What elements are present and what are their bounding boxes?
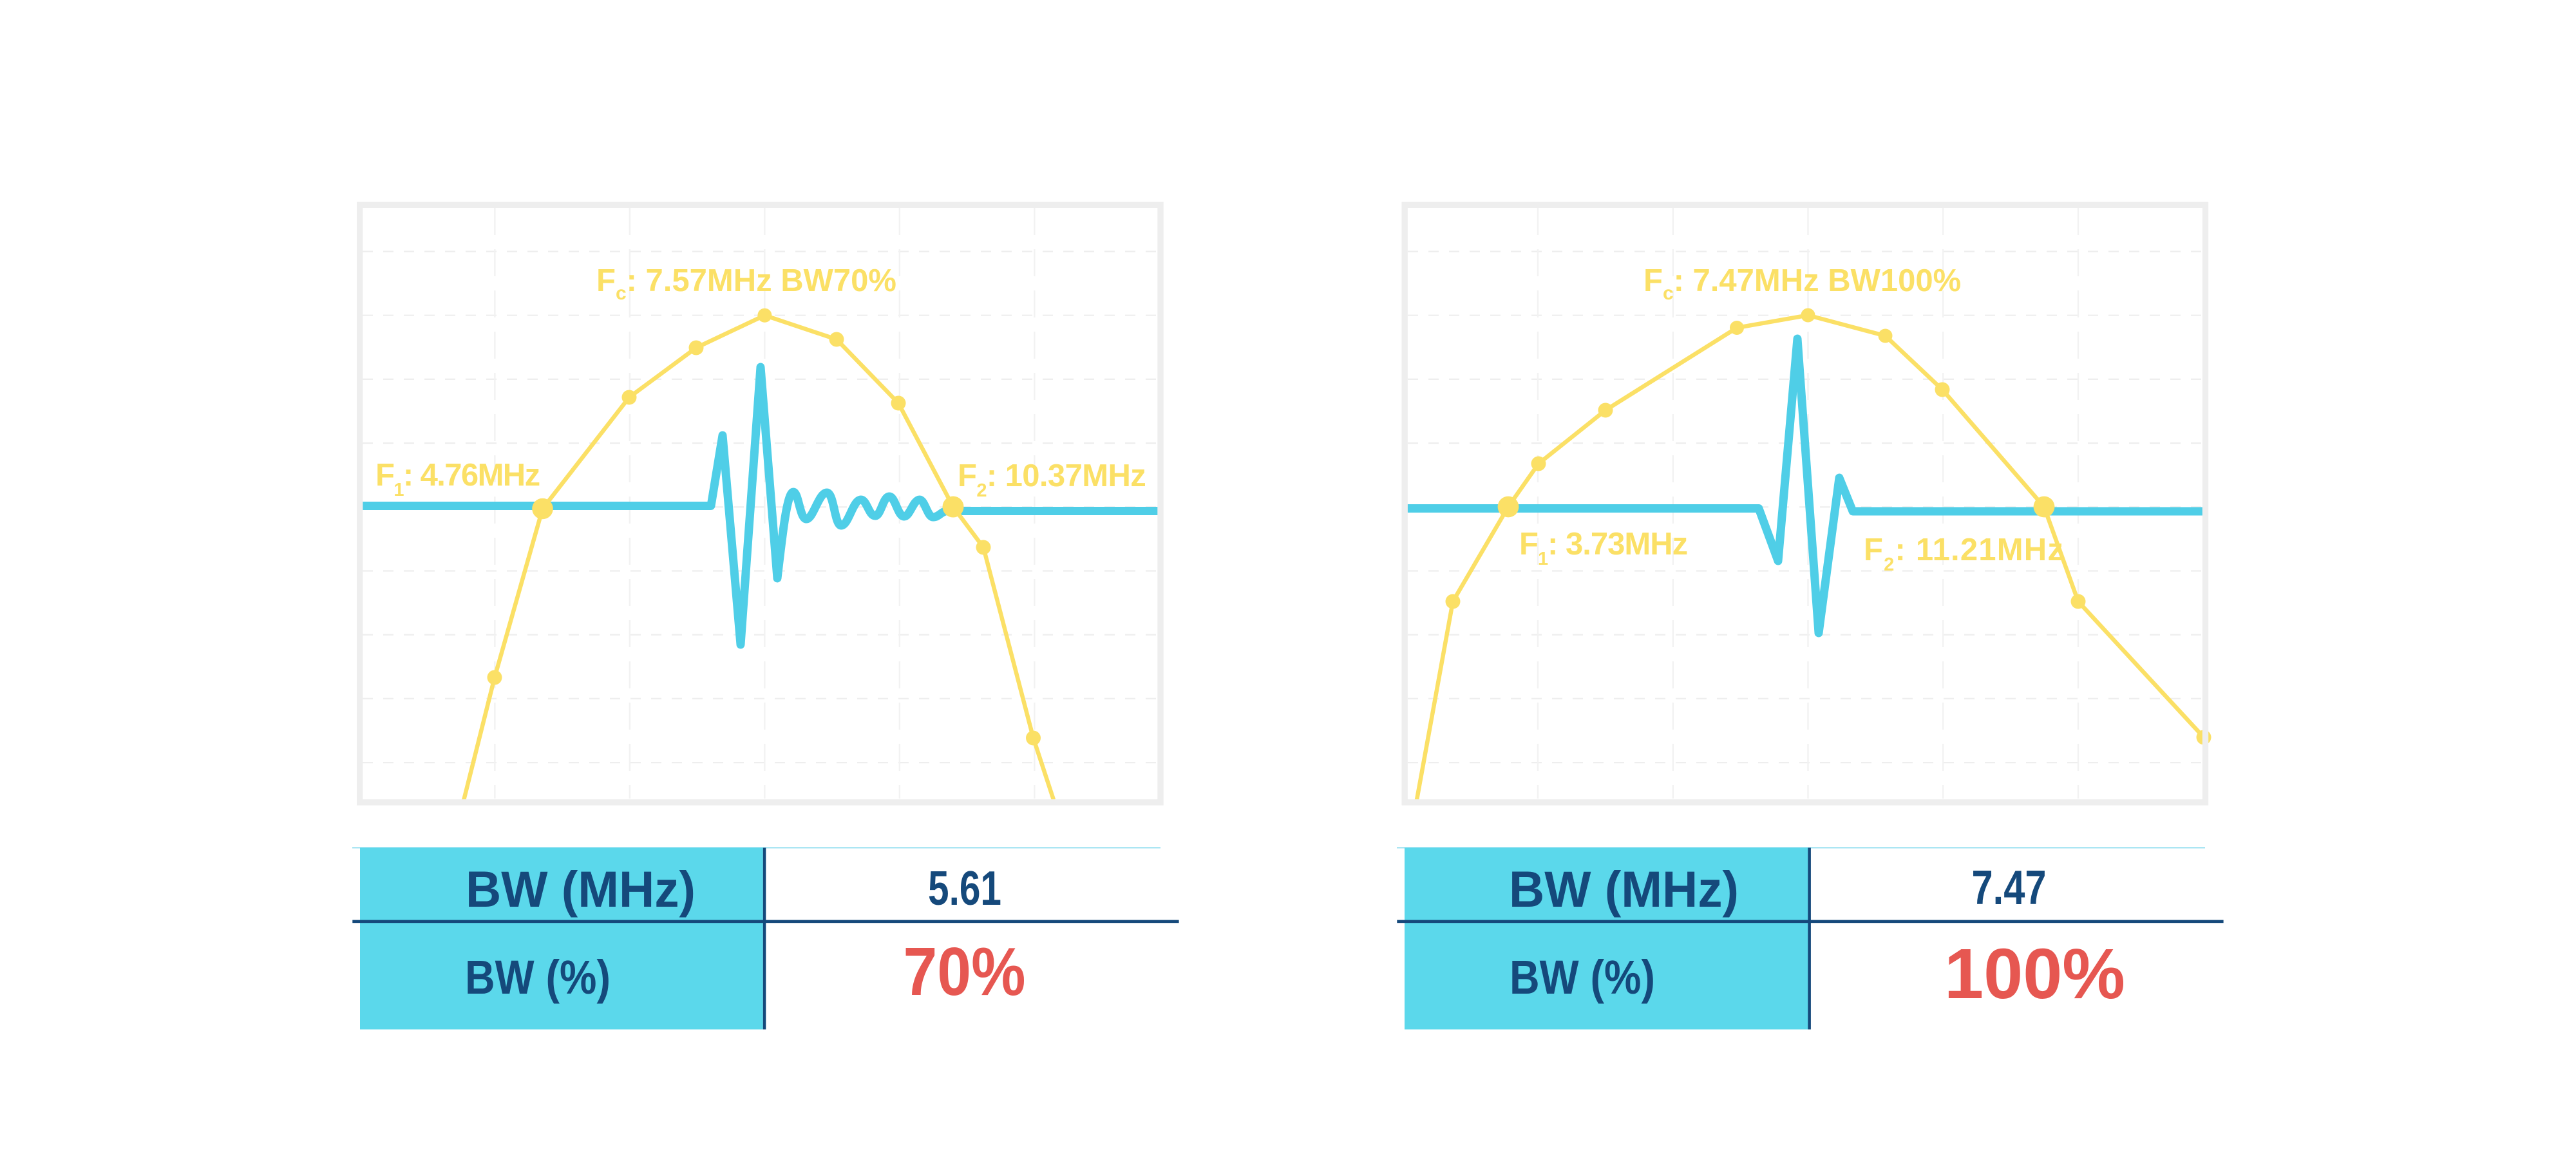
svg-text:F2: 10.37MHz: F2: 10.37MHz [958, 459, 1146, 501]
svg-text:Fc: 7.47MHz BW100%: Fc: 7.47MHz BW100% [1643, 263, 1961, 304]
svg-text:70%: 70% [904, 934, 1026, 1010]
svg-text:5.61: 5.61 [928, 861, 1001, 915]
svg-text:BW (%): BW (%) [1510, 951, 1655, 1004]
svg-text:Fc: 7.57MHz BW70%: Fc: 7.57MHz BW70% [596, 263, 896, 304]
svg-text:BW (%): BW (%) [465, 951, 611, 1004]
svg-text:F1: 3.73MHz: F1: 3.73MHz [1519, 527, 1687, 569]
svg-text:F1: 4.76MHz: F1: 4.76MHz [375, 458, 540, 500]
svg-text:BW (MHz): BW (MHz) [466, 860, 696, 918]
svg-text:7.47: 7.47 [1972, 860, 2047, 914]
svg-text:F2: 11.21MHz: F2: 11.21MHz [1864, 533, 2064, 575]
svg-text:BW (MHz): BW (MHz) [1509, 860, 1739, 918]
svg-text:100%: 100% [1944, 934, 2125, 1014]
